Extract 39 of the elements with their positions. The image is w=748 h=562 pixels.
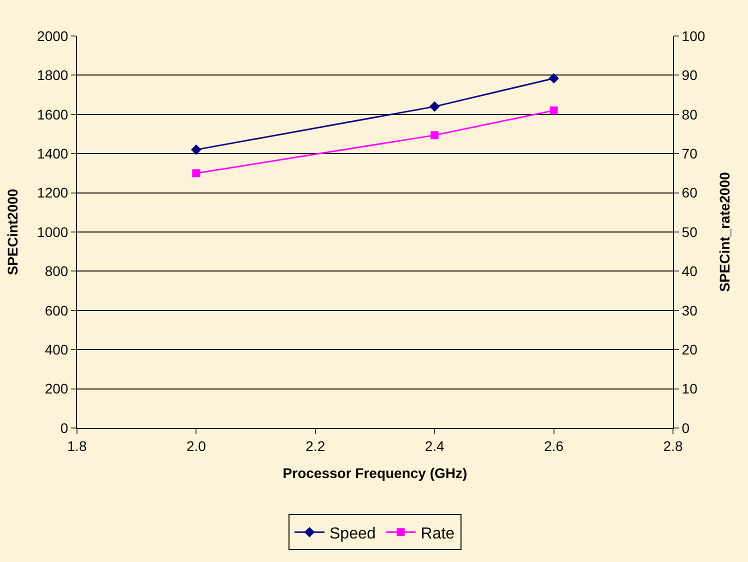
point [548,73,559,84]
x-tick-label: 1.8 [67,438,87,454]
legend-label: Speed [330,525,376,542]
y-tick-label: 1200 [37,184,68,201]
y-tick-label: 600 [44,302,68,318]
y2-tick-label: 30 [682,302,698,318]
x-tick-label: 2.6 [544,438,564,454]
y2-tick-label: 90 [682,67,698,84]
y-tick-label: 1400 [37,146,68,162]
y2-tick-label: 0 [682,420,690,436]
y2-tick-label: 40 [682,263,698,280]
point [429,101,440,112]
y2-tick-label: 50 [682,224,698,240]
point [430,131,439,140]
y2-axis-title: SPECint_rate2000 [716,172,733,292]
y-tick-label: 200 [44,380,68,397]
y2-tick-label: 100 [682,28,706,44]
y-tick-label: 1600 [37,106,68,122]
y-tick-label: 400 [44,342,68,358]
y-tick-label: 1800 [37,67,68,84]
x-tick-label: 2.8 [663,438,683,454]
x-tick-label: 2.2 [306,438,326,454]
y2-tick-label: 20 [682,342,698,358]
y-tick-label: 800 [44,263,68,280]
y2-tick-label: 80 [682,106,698,122]
y-tick-label: 0 [60,420,68,436]
point [192,169,200,178]
point [191,144,202,155]
y2-tick-label: 60 [682,184,698,201]
point [550,106,558,114]
y2-tick-label: 10 [682,380,698,397]
y-tick-label: 2000 [37,28,68,44]
x-tick-label: 2.4 [424,438,445,454]
y-tick-label: 1000 [37,224,68,240]
y2-tick-label: 70 [682,146,698,162]
legend-label: Rate [420,525,455,542]
y-axis-title: SPECint2000 [4,188,21,276]
x-tick-label: 2.0 [186,438,206,454]
x-axis-title: Processor Frequency (GHz) [282,465,468,482]
